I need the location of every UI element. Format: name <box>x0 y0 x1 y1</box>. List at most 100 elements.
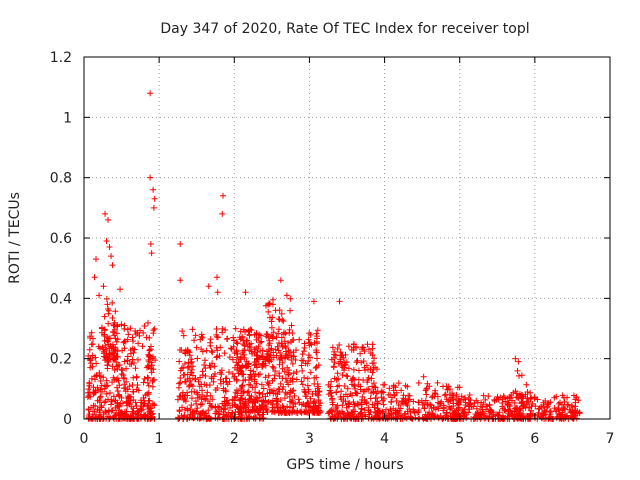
data-point <box>281 395 288 402</box>
data-point <box>202 357 209 364</box>
data-point <box>109 407 116 414</box>
data-point <box>210 378 217 385</box>
data-point <box>239 334 246 341</box>
data-point <box>189 372 196 379</box>
data-point <box>136 332 143 339</box>
data-point <box>252 389 259 396</box>
data-point <box>426 409 433 416</box>
data-point <box>101 385 108 392</box>
data-point <box>273 334 280 341</box>
data-point <box>536 405 543 412</box>
data-point <box>147 346 154 353</box>
data-point <box>283 292 290 299</box>
data-point <box>87 393 94 400</box>
data-point <box>405 397 412 404</box>
data-point <box>199 409 206 416</box>
data-point <box>130 338 137 345</box>
data-point <box>518 400 525 407</box>
data-point <box>213 354 220 361</box>
y-tick-label: 0.6 <box>50 231 72 247</box>
data-point <box>393 414 400 421</box>
data-point <box>344 385 351 392</box>
data-point <box>145 363 152 370</box>
data-point <box>343 404 350 411</box>
data-point <box>183 378 190 385</box>
data-point <box>335 360 342 367</box>
data-point <box>444 386 451 393</box>
data-point <box>305 357 312 364</box>
data-point <box>527 389 534 396</box>
data-point <box>349 381 356 388</box>
data-point <box>304 375 311 382</box>
x-tick-label: 7 <box>606 431 615 447</box>
data-point <box>177 367 184 374</box>
data-point <box>290 370 297 377</box>
data-point <box>510 389 517 396</box>
data-point <box>201 361 208 368</box>
data-point <box>280 404 287 411</box>
data-point <box>562 415 569 422</box>
y-tick-label: 0.8 <box>50 171 72 187</box>
data-point <box>96 369 103 376</box>
data-point <box>516 391 523 398</box>
data-point <box>213 326 220 333</box>
data-point <box>355 402 362 409</box>
data-point <box>102 342 109 349</box>
data-point <box>572 412 579 419</box>
data-point <box>252 361 259 368</box>
data-point <box>269 301 276 308</box>
data-point <box>245 409 252 416</box>
data-point <box>181 395 188 402</box>
data-point <box>214 274 221 281</box>
data-point <box>219 210 226 217</box>
data-point <box>221 350 228 357</box>
data-point <box>304 382 311 389</box>
data-point <box>129 356 136 363</box>
data-point <box>291 408 298 415</box>
data-point <box>259 352 266 359</box>
data-point <box>117 286 124 293</box>
data-point <box>348 377 355 384</box>
data-point <box>380 395 387 402</box>
data-point <box>106 389 113 396</box>
data-point <box>194 415 201 422</box>
data-point <box>457 413 464 420</box>
data-point <box>388 415 395 422</box>
data-point <box>182 347 189 354</box>
data-point <box>233 348 240 355</box>
data-point <box>140 379 147 386</box>
data-point <box>494 412 501 419</box>
data-point <box>443 412 450 419</box>
data-point <box>240 326 247 333</box>
data-point <box>217 344 224 351</box>
data-point <box>534 396 541 403</box>
data-point <box>130 349 137 356</box>
data-point <box>202 365 209 372</box>
data-point <box>100 283 107 290</box>
data-point <box>369 369 376 376</box>
data-point <box>176 358 183 365</box>
data-point <box>291 392 298 399</box>
data-point <box>298 362 305 369</box>
data-point <box>209 360 216 367</box>
data-point <box>109 299 116 306</box>
data-point <box>96 409 103 416</box>
data-point <box>145 389 152 396</box>
data-point <box>248 393 255 400</box>
x-tick-label: 2 <box>230 431 239 447</box>
data-point <box>328 378 335 385</box>
data-point <box>189 326 196 333</box>
data-point <box>107 401 114 408</box>
data-point <box>105 320 112 327</box>
data-point <box>133 415 140 422</box>
data-point <box>350 366 357 373</box>
data-point <box>511 399 518 406</box>
data-point <box>109 328 116 335</box>
data-point <box>336 382 343 389</box>
data-point <box>534 411 541 418</box>
data-point <box>102 398 109 405</box>
data-point <box>255 371 262 378</box>
data-point <box>139 343 146 350</box>
data-point <box>458 393 465 400</box>
data-point <box>146 347 153 354</box>
